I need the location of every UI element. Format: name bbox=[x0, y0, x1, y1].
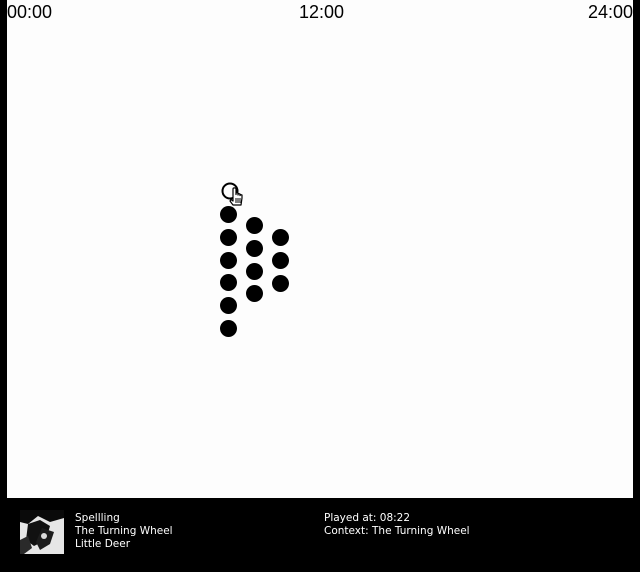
listen-dot[interactable] bbox=[220, 206, 237, 223]
listen-dot[interactable] bbox=[246, 285, 263, 303]
listen-dot[interactable] bbox=[220, 297, 237, 315]
time-label-start: 00:00 bbox=[7, 2, 53, 22]
listen-dot[interactable] bbox=[272, 229, 289, 246]
listen-dot[interactable] bbox=[220, 228, 237, 246]
listen-dot[interactable] bbox=[272, 274, 289, 292]
time-label-end: 24:00 bbox=[587, 2, 633, 22]
track-name: Little Deer bbox=[75, 538, 131, 550]
play-info: Played at: 08:22 Context: The Turning Wh… bbox=[324, 512, 470, 538]
listen-dot[interactable] bbox=[246, 217, 263, 234]
time-label-mid: 12:00 bbox=[299, 2, 345, 22]
hand-pointer-icon bbox=[220, 182, 246, 208]
play-context: Context: The Turning Wheel bbox=[324, 525, 470, 537]
timeline-canvas: 00:00 12:00 24:00 bbox=[7, 0, 633, 498]
played-at: Played at: 08:22 bbox=[324, 512, 411, 524]
album-cover bbox=[20, 510, 64, 554]
artist-name: Spellling bbox=[75, 512, 120, 524]
track-info: Spellling The Turning Wheel Little Deer bbox=[75, 512, 173, 551]
listen-dot[interactable] bbox=[220, 320, 237, 337]
now-playing-bar: Spellling The Turning Wheel Little Deer … bbox=[10, 501, 631, 565]
listen-dot[interactable] bbox=[272, 251, 289, 269]
album-name: The Turning Wheel bbox=[75, 525, 173, 537]
listen-dot[interactable] bbox=[220, 274, 237, 292]
listen-dot[interactable] bbox=[220, 251, 237, 269]
listen-dot[interactable] bbox=[246, 239, 263, 257]
listen-dot[interactable] bbox=[246, 262, 263, 280]
